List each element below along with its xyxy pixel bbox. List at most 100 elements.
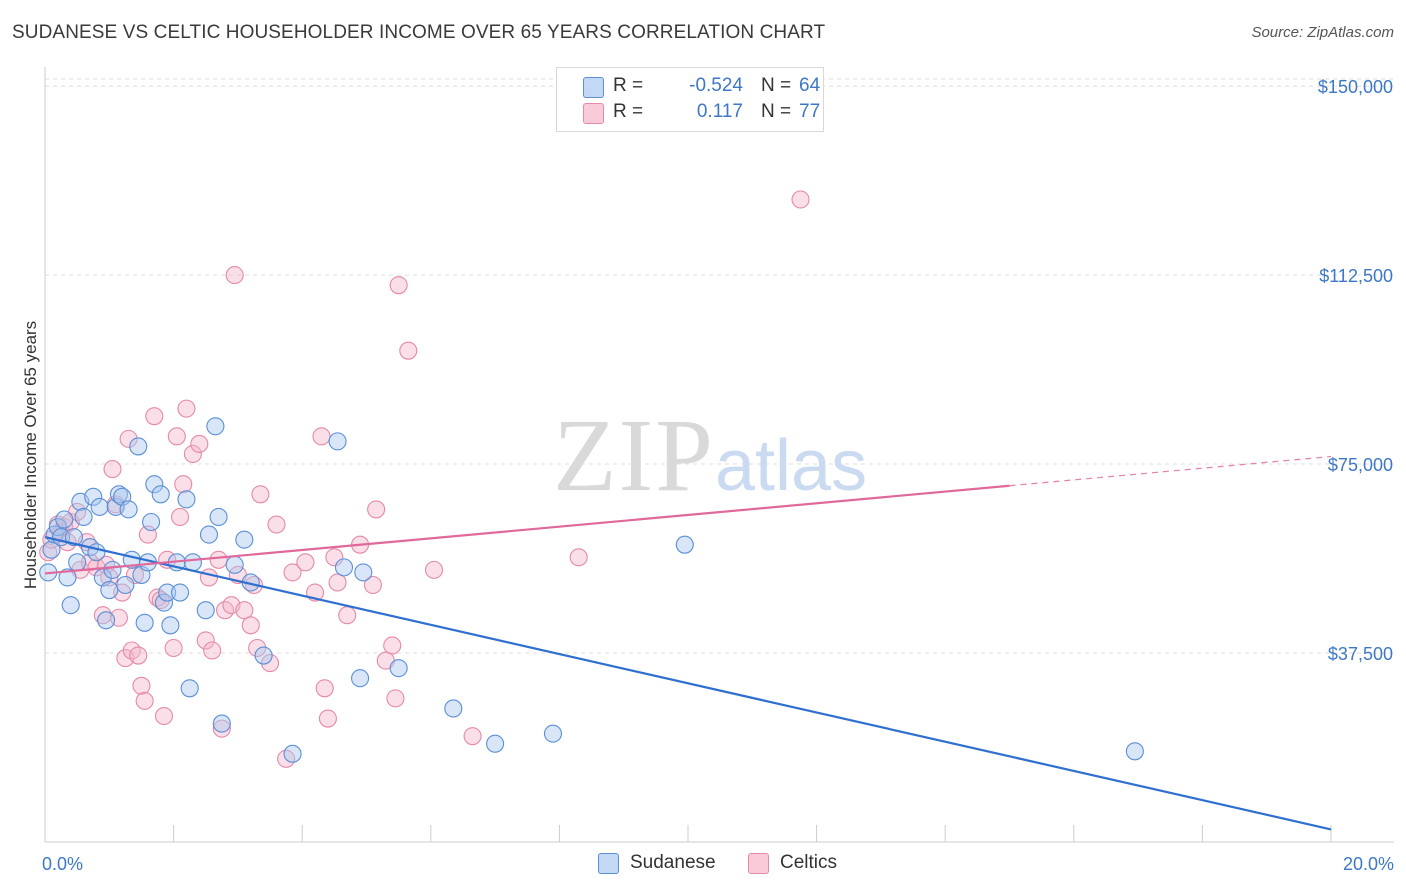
celtics-point [199,568,219,587]
sudanese-point [675,535,694,554]
celtics-point [260,654,280,673]
celtics-point [328,573,347,592]
celtics-point [103,460,122,479]
sudanese-swatch [598,853,619,874]
celtics-point [177,399,196,418]
celtics-point [145,407,164,426]
celtics-point [248,638,267,658]
celtics-trend-extension [1009,455,1332,487]
celtics-point [315,679,334,698]
celtics-point [424,560,444,579]
correlation-legend: R = -0.524 N = 64 R = 0.117 N = 77 [556,67,824,132]
x-tick-labels: 0.0% 20.0% [42,854,1394,874]
y-tick-label: $112,500 [1319,266,1393,286]
sudanese-point [334,558,354,577]
celtics-point [312,427,331,446]
axes [44,67,1394,843]
y-tick-label: $150,000 [1318,77,1393,97]
celtics-point [367,500,386,519]
sudanese-point [444,699,463,718]
celtics-point [135,691,154,710]
sudanese-point [1125,742,1144,761]
sudanese-point [199,525,219,544]
celtics-point [151,591,170,610]
sudanese-point [119,500,138,519]
celtics-point [791,190,810,209]
sudanese-point [328,432,347,451]
legend-n-value: 77 [799,101,821,122]
sudanese-legend-label: Sudanese [630,852,716,873]
celtics-point [119,429,138,448]
sudanese-point [87,543,106,562]
celtics-point [283,563,302,582]
source-credit: Source: ZipAtlas.com [1251,24,1394,41]
sudanese-point [90,497,109,516]
sudanese-point [74,507,93,527]
sudanese-point [389,659,408,678]
celtics-point [164,638,183,658]
celtics-point [212,719,231,738]
sudanese-point [61,596,80,615]
sudanese-point [100,580,119,600]
sudanese-point [161,616,180,635]
sudanese-point [97,611,116,630]
sudanese-point [209,507,228,527]
sudanese-point [58,568,77,587]
y-tick-label: $75,000 [1328,455,1393,475]
celtics-point [190,434,209,453]
sudanese-point [254,646,273,665]
y-axis-label: Householder Income Over 65 years [21,321,40,589]
celtics-point [167,427,186,446]
sudanese-swatch [583,77,604,98]
sudanese-point [158,583,177,602]
sudanese-point [129,437,148,456]
trend-lines [44,455,1332,831]
celtics-point [389,276,408,295]
y-tick-labels: $37,500 $75,000 $112,500 $150,000 [1318,77,1393,664]
celtics-point [296,553,315,572]
celtics-point [318,709,337,728]
grid-lines [45,78,1394,654]
sudanese-trend-line [44,536,1332,831]
sudanese-point [48,517,67,537]
sudanese-point [170,583,190,602]
chart-title: SUDANESE VS CELTIC HOUSEHOLDER INCOME OV… [12,22,826,43]
celtics-point [267,515,286,534]
celtics-point [170,507,190,527]
celtics-point [235,601,254,620]
celtics-point [386,689,405,708]
celtics-point [251,485,270,504]
sudanese-point [154,593,174,612]
celtics-point [399,341,418,360]
legend-r-label: R = [613,101,644,122]
sudanese-point [235,530,254,549]
celtics-point [203,641,222,660]
celtics-swatch [583,103,604,124]
celtics-point [463,727,482,746]
celtics-point [196,631,215,650]
legend-n-label: N = [761,101,792,122]
celtics-point [183,444,202,464]
celtics-point [154,706,174,726]
celtics-point [129,646,148,665]
sudanese-point [225,555,244,574]
watermark-atlas: atlas [715,426,867,506]
celtics-point [363,575,382,595]
legend-r-value: -0.524 [689,75,743,96]
x-tick-label: 20.0% [1343,854,1394,874]
celtics-point [325,548,344,567]
sudanese-point [283,744,302,763]
sudanese-point [135,613,154,632]
sudanese-point [142,512,161,532]
celtics-point [174,475,193,494]
celtics-trend-line [44,484,1010,575]
celtics-legend-label: Celtics [780,852,838,873]
sudanese-point [68,553,87,572]
watermark: ZIP atlas [553,398,867,513]
x-tick-label: 0.0% [42,854,83,874]
sudanese-point [354,563,373,582]
sudanese-point [145,475,164,494]
sudanese-point [116,575,135,595]
sudanese-point [109,485,128,504]
